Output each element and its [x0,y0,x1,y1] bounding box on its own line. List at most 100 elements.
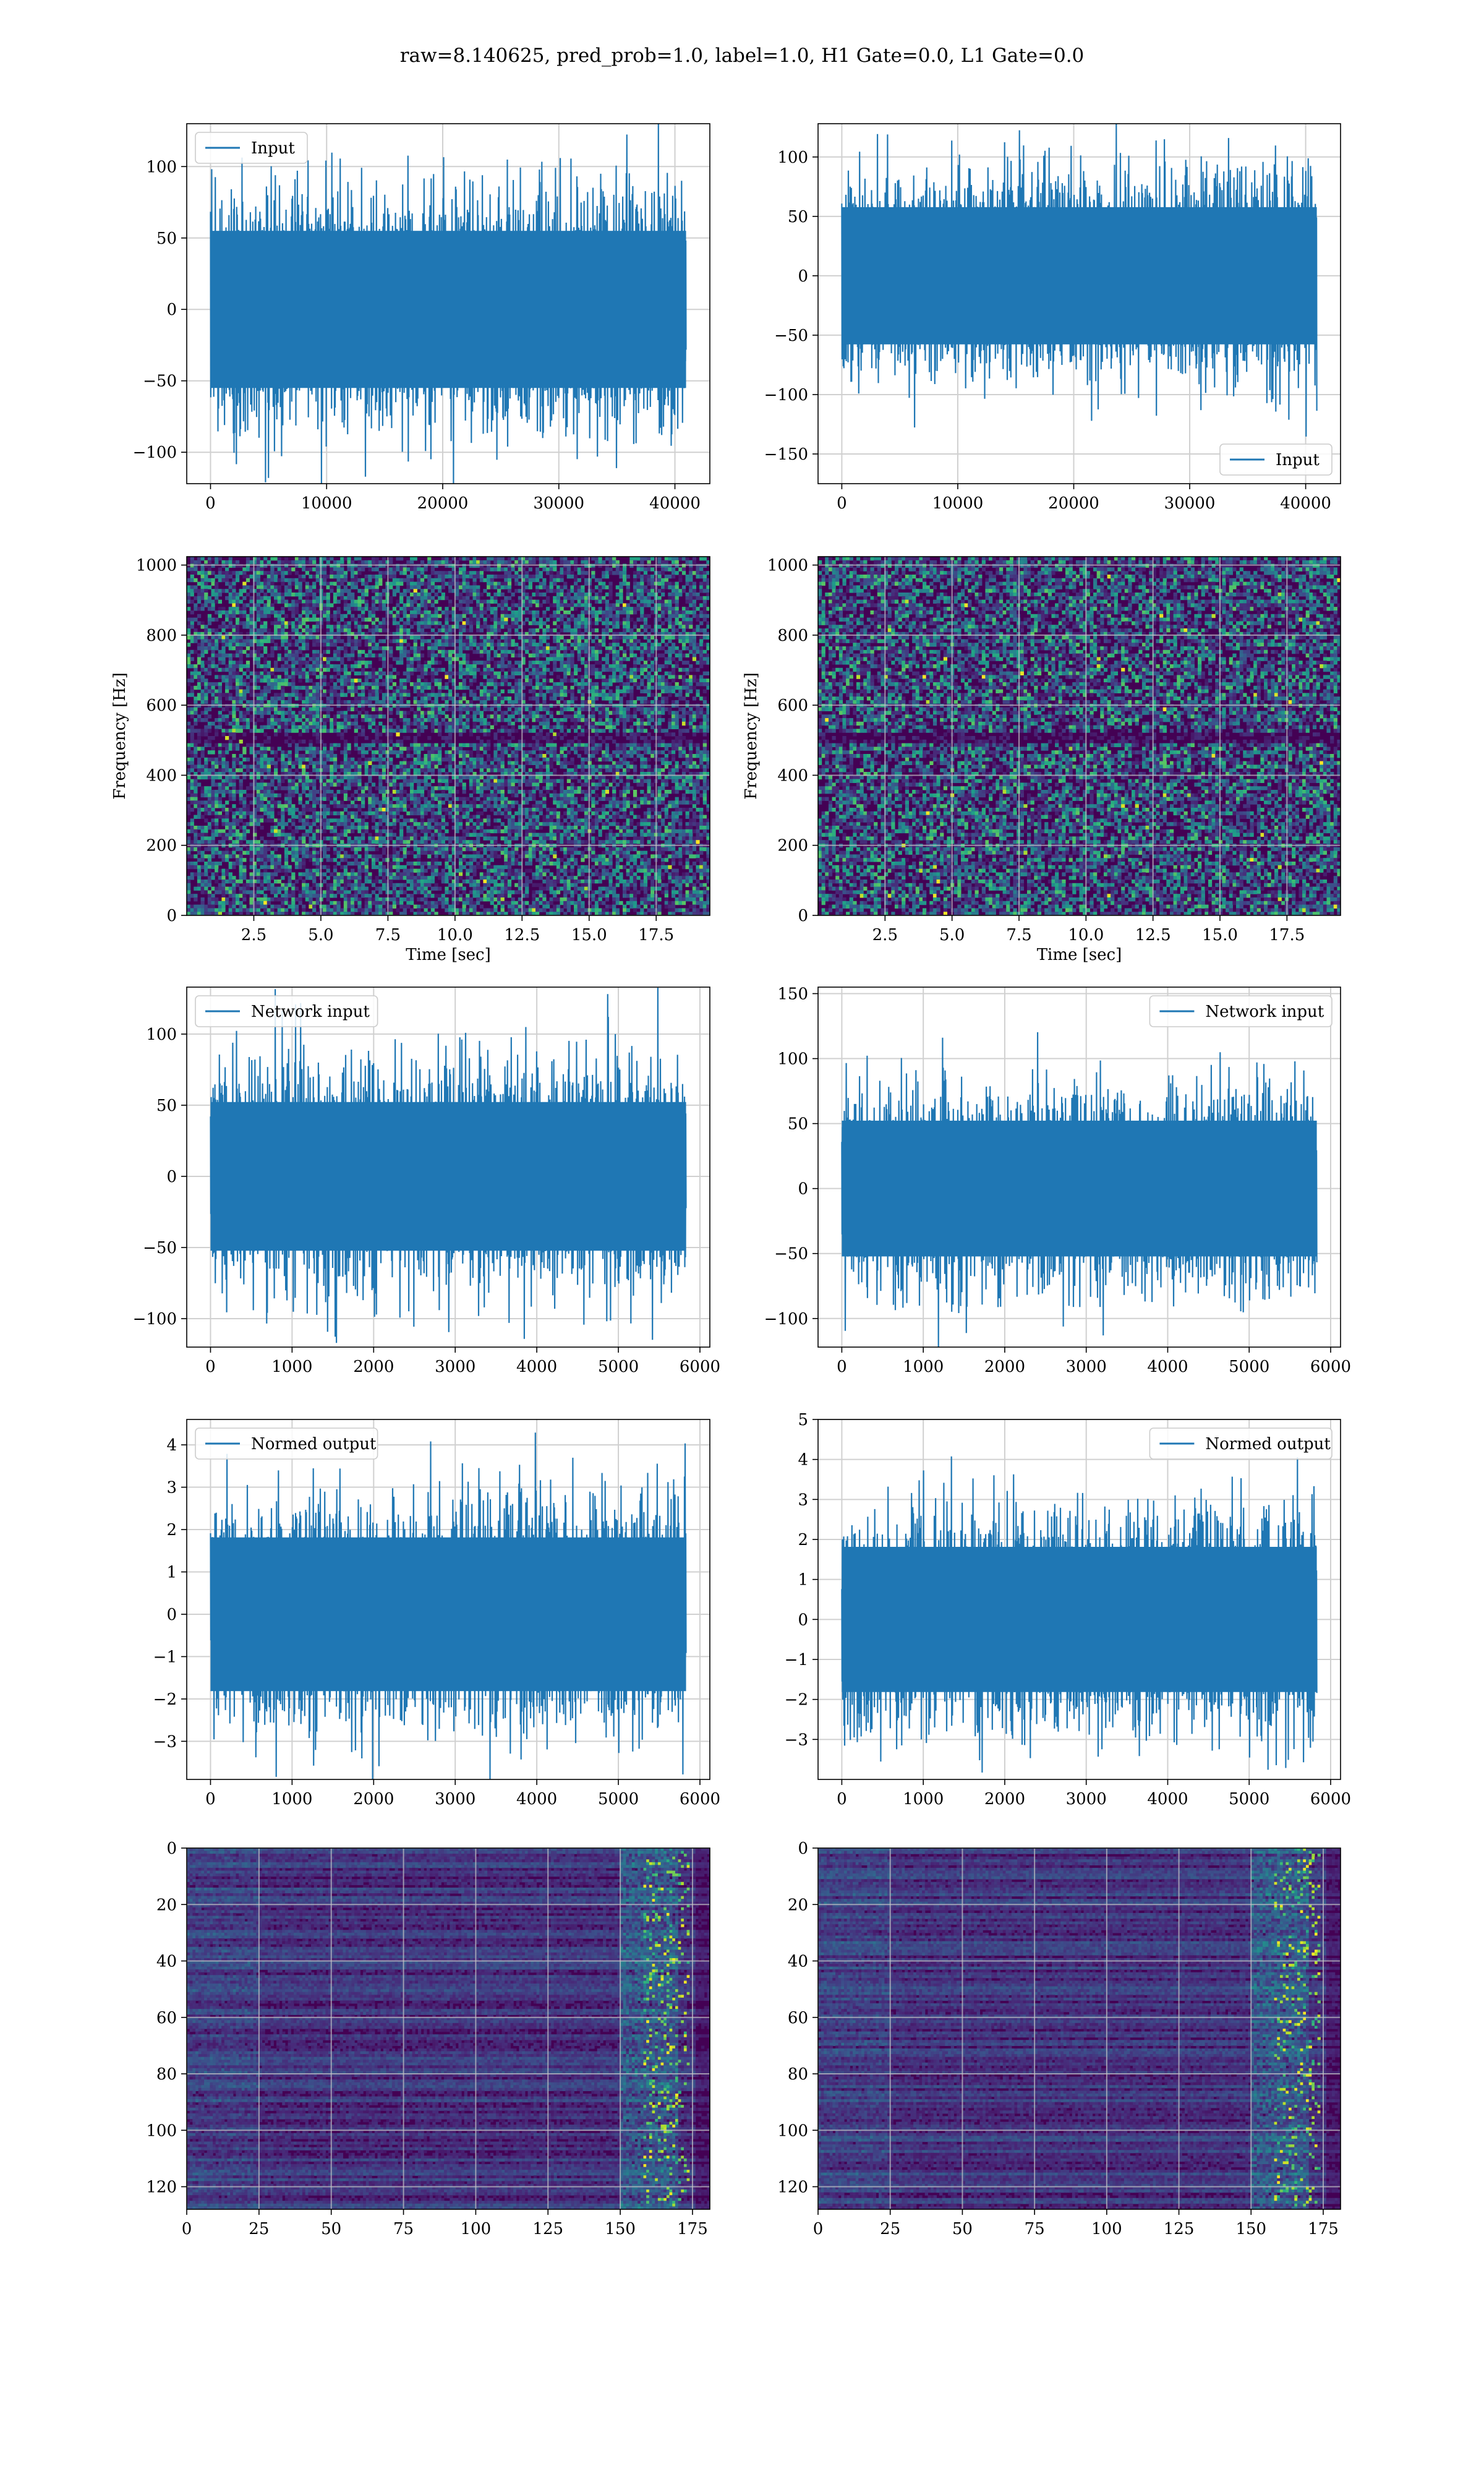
x-tick-label: 40000 [649,494,701,513]
y-tick-label: −150 [764,445,808,464]
x-tick-label: 100 [461,2220,492,2238]
x-tick-label: 2000 [353,1358,394,1376]
y-tick-label: −100 [133,443,177,462]
y-tick-label: −2 [785,1691,808,1710]
y-tick-label: 20 [156,1896,177,1914]
x-tick-label: 100 [1091,2220,1122,2238]
y-tick-label: 80 [788,2065,808,2084]
y-tick-label: 0 [798,267,808,286]
x-tick-label: 6000 [1310,1358,1351,1376]
x-tick-label: 30000 [533,494,584,513]
y-tick-label: 100 [777,148,808,167]
y-tick-label: 0 [166,301,177,319]
legend-label: Normed output [1205,1435,1331,1453]
y-tick-label: 0 [166,1839,177,1858]
chart-spectrogram-h1: 2.5 5.0 7.5 10.0 12.5 15.0 17.5020040060080010… [111,557,710,964]
input-l1-series-band [842,207,1316,345]
x-tick-label: 150 [1235,2220,1266,2238]
y-tick-label: 5 [798,1411,808,1429]
x-tick-label: 7.5 [375,926,401,944]
spectrogram-h1-x-axis-label: Time [sec] [406,946,491,964]
x-tick-label: 10.0 [1068,926,1104,944]
y-tick-label: 60 [156,2009,177,2027]
x-tick-label: 175 [677,2220,708,2238]
y-tick-label: 120 [146,2178,177,2197]
input-l1-legend: Input [1220,444,1332,475]
input-h1-legend: Input [195,132,307,163]
y-tick-label: −100 [133,1310,177,1329]
x-tick-label: 0 [837,494,847,513]
spectrogram-l1-x-axis-label: Time [sec] [1037,946,1122,964]
legend-label: Input [251,139,295,158]
x-tick-label: 15.0 [571,926,607,944]
y-tick-label: 1 [798,1571,808,1590]
x-tick-label: 175 [1308,2220,1339,2238]
x-tick-label: 5000 [598,1358,639,1376]
y-tick-label: −100 [764,386,808,404]
spectrogram-l1-plot-area [818,557,1341,916]
normed-output-l1-series-band [842,1547,1316,1692]
x-tick-label: 4000 [516,1790,557,1808]
y-tick-label: −3 [785,1731,808,1749]
y-tick-label: 50 [156,1097,177,1115]
y-tick-label: 2 [798,1531,808,1549]
y-tick-label: 0 [798,907,808,925]
y-tick-label: 2 [166,1521,177,1539]
y-tick-label: 50 [788,208,808,226]
x-tick-label: 150 [605,2220,636,2238]
x-tick-label: 15.0 [1202,926,1238,944]
y-tick-label: 600 [777,696,808,715]
y-tick-label: −1 [785,1651,808,1669]
x-tick-label: 50 [952,2220,973,2238]
y-tick-label: −50 [774,327,808,345]
x-tick-label: 1000 [903,1358,944,1376]
x-tick-label: 50 [321,2220,341,2238]
y-tick-label: 100 [777,2121,808,2140]
y-tick-label: 1 [166,1563,177,1582]
y-tick-label: 200 [146,837,177,855]
x-tick-label: 20000 [1048,494,1099,513]
x-tick-label: 5000 [1229,1790,1269,1808]
y-tick-label: 3 [798,1491,808,1509]
legend-label: Input [1276,451,1320,469]
chart-spectrogram-l1: 2.5 5.0 7.5 10.0 12.5 15.0 17.5020040060080010… [742,557,1341,964]
y-tick-label: 100 [146,158,177,176]
x-tick-label: 6000 [680,1790,720,1808]
x-tick-label: 25 [880,2220,900,2238]
x-tick-label: 125 [1164,2220,1195,2238]
legend-label: Normed output [251,1435,377,1453]
x-tick-label: 1000 [271,1358,312,1376]
y-tick-label: 0 [798,1839,808,1858]
x-tick-label: 12.5 [504,926,540,944]
y-tick-label: 0 [166,1606,177,1624]
x-tick-label: 0 [813,2220,824,2238]
figure-title: raw=8.140625, pred_prob=1.0, label=1.0, … [400,45,1085,67]
x-tick-label: 4000 [516,1358,557,1376]
network-input-l1-series-band [842,1121,1316,1257]
x-tick-label: 5.0 [308,926,333,944]
y-tick-label: 40 [156,1953,177,1971]
spectrogram-h1-plot-area [187,557,710,916]
y-tick-label: 0 [798,1611,808,1629]
y-tick-label: 150 [777,985,808,1004]
x-tick-label: 1000 [271,1790,312,1808]
y-tick-label: 4 [798,1451,808,1470]
x-tick-label: 3000 [1066,1790,1107,1808]
y-tick-label: −1 [153,1648,177,1666]
y-tick-label: −100 [764,1310,808,1329]
y-tick-label: 600 [146,696,177,715]
y-tick-label: −2 [153,1690,177,1709]
y-tick-label: 100 [146,1025,177,1044]
y-tick-label: −50 [143,372,177,391]
x-tick-label: 5.0 [939,926,965,944]
x-tick-label: 7.5 [1006,926,1031,944]
network-input-h1-legend: Network input [195,996,378,1027]
y-tick-label: 50 [156,229,177,248]
spectrogram-l1-y-axis-label: Frequency [Hz] [742,672,761,800]
y-tick-label: 0 [166,1168,177,1186]
x-tick-label: 10.0 [437,926,473,944]
x-tick-label: 0 [205,1358,216,1376]
x-tick-label: 17.5 [638,926,674,944]
